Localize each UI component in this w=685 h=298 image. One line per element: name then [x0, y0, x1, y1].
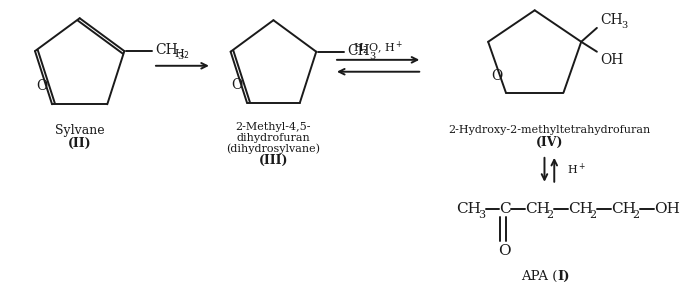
- Text: CH: CH: [600, 13, 623, 27]
- Text: I): I): [557, 270, 570, 283]
- Text: 3: 3: [478, 210, 485, 221]
- Text: (II): (II): [68, 136, 92, 150]
- Text: APA (: APA (: [521, 270, 557, 283]
- Text: CH: CH: [456, 202, 482, 216]
- Text: OH: OH: [600, 53, 623, 67]
- Text: 3: 3: [369, 52, 375, 61]
- Text: O: O: [232, 78, 242, 92]
- Text: CH: CH: [611, 202, 636, 216]
- Text: OH: OH: [654, 202, 680, 216]
- Text: CH: CH: [568, 202, 593, 216]
- Text: Sylvane: Sylvane: [55, 124, 105, 137]
- Text: H$_2$: H$_2$: [175, 47, 190, 61]
- Text: 3: 3: [621, 21, 627, 30]
- Text: H$_2$O, H$^+$: H$_2$O, H$^+$: [353, 40, 403, 56]
- Text: CH: CH: [347, 44, 370, 58]
- Text: 3: 3: [177, 52, 184, 60]
- Text: 2-Hydroxy-2-methyltetrahydrofuran: 2-Hydroxy-2-methyltetrahydrofuran: [448, 125, 651, 135]
- Text: dihydrofuran: dihydrofuran: [236, 133, 310, 143]
- Text: (dihydrosylvane): (dihydrosylvane): [227, 144, 321, 154]
- Text: 2: 2: [590, 210, 597, 221]
- Text: CH: CH: [155, 43, 178, 57]
- Text: C: C: [499, 202, 511, 216]
- Text: O: O: [491, 69, 503, 83]
- Text: H$^+$: H$^+$: [567, 162, 586, 177]
- Text: (III): (III): [259, 154, 288, 167]
- Text: O: O: [36, 79, 47, 93]
- Text: (IV): (IV): [536, 136, 563, 149]
- Text: 2: 2: [632, 210, 640, 221]
- Text: CH: CH: [525, 202, 550, 216]
- Text: O: O: [498, 244, 511, 258]
- Text: 2: 2: [547, 210, 553, 221]
- Text: 2-Methyl-4,5-: 2-Methyl-4,5-: [236, 122, 311, 132]
